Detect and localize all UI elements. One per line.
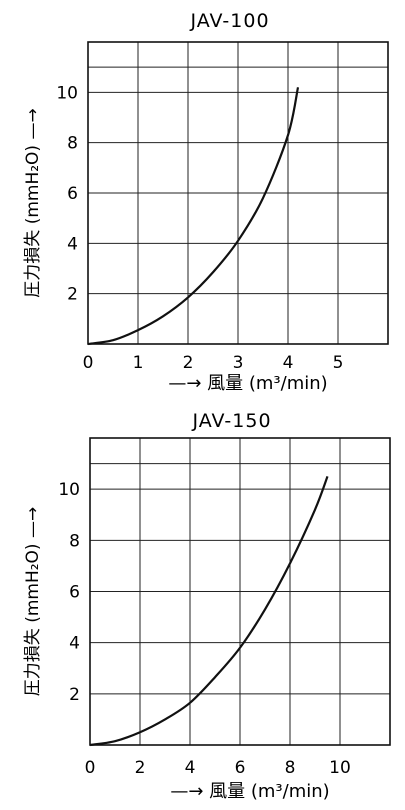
chart2-series-line: [89, 475, 329, 747]
chart2-x-tick-label: 2: [135, 758, 146, 778]
chart2-x-tick-label: 0: [85, 758, 96, 778]
chart1-plot-frame: [87, 41, 389, 345]
chart1-x-tick-label: 0: [83, 353, 94, 373]
chart1-series-line: [87, 87, 300, 346]
chart1-y-tick-label: 10: [56, 83, 78, 103]
chart1-x-tick-label: 4: [283, 353, 294, 373]
chart1-x-tick-label: 2: [183, 353, 194, 373]
chart2-title: JAV-150: [191, 410, 271, 432]
chart1-x-tick-label: 5: [333, 353, 344, 373]
chart2-x-tick-label: 10: [329, 758, 351, 778]
chart2-x-tick-label: 8: [285, 758, 296, 778]
chart2-y-axis-label: 圧力損失 (mmH₂O) —→: [23, 507, 43, 696]
chart2-plot-frame: [89, 437, 391, 746]
chart2-y-tick-label: 8: [69, 531, 80, 551]
chart1-y-tick-label: 8: [67, 134, 78, 154]
chart2-y-tick-label: 10: [58, 480, 80, 500]
chart1-x-tick-label: 3: [233, 353, 244, 373]
chart2-y-tick-label: 2: [69, 685, 80, 705]
chart1-title: JAV-100: [189, 10, 269, 32]
chart1-y-tick-label: 2: [67, 285, 78, 305]
chart1-y-tick-label: 6: [67, 184, 78, 204]
chart2-y-tick-label: 4: [69, 634, 80, 654]
chart1-y-tick-label: 4: [67, 234, 78, 254]
chart1-x-tick-label: 1: [133, 353, 144, 373]
chart2-x-tick-label: 6: [235, 758, 246, 778]
chart1-x-axis-label: —→ 風量 (m³/min): [168, 373, 327, 394]
chart2-x-axis-label: —→ 風量 (m³/min): [170, 781, 329, 802]
chart2-x-tick-label: 4: [185, 758, 196, 778]
chart1-y-axis-label: 圧力損失 (mmH₂O) —→: [23, 108, 43, 297]
chart2-y-tick-label: 6: [69, 583, 80, 603]
